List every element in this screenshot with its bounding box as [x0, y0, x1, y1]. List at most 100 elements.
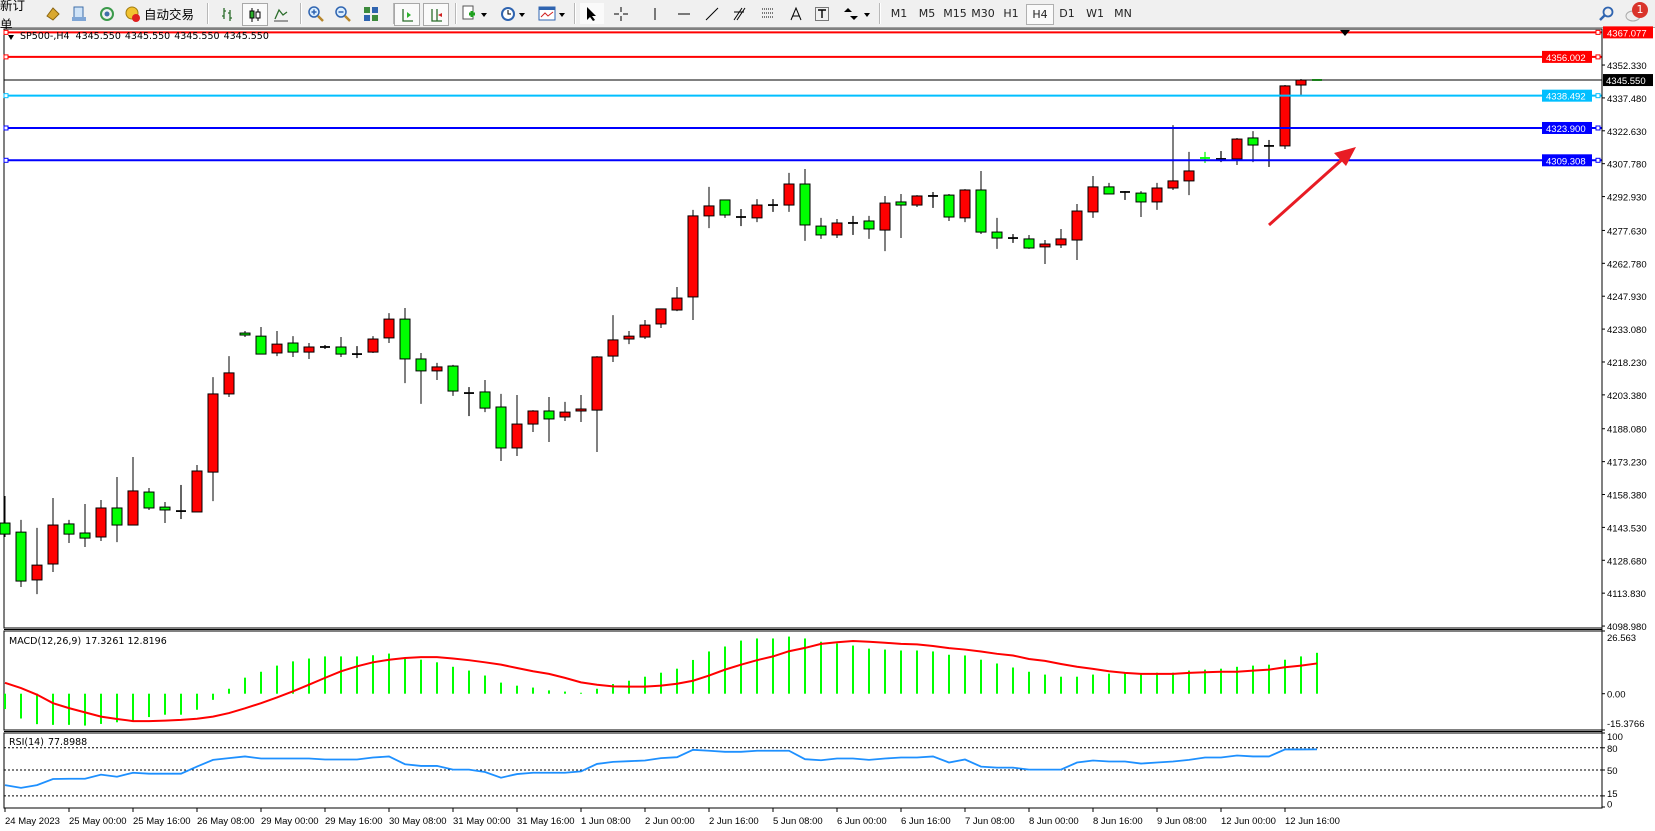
candle — [1167, 125, 1179, 190]
timeframe-w1[interactable]: W1 — [1086, 7, 1104, 20]
trend-arrow[interactable] — [1267, 147, 1356, 227]
time-axis-label: 1 Jun 08:00 — [581, 816, 631, 827]
bar-chart-button[interactable] — [216, 3, 238, 24]
timeframe-h4[interactable]: H4 — [1026, 4, 1054, 25]
level-price-tag — [1542, 154, 1592, 167]
level-price-label: 4309.308 — [1546, 156, 1586, 167]
candle-body — [79, 532, 91, 539]
timeframe-d1[interactable]: D1 — [1059, 7, 1075, 20]
level-handle[interactable] — [1595, 125, 1601, 131]
time-axis-label: 26 May 08:00 — [197, 816, 255, 827]
level-handle[interactable] — [1595, 54, 1601, 60]
fibonacci-fan-button[interactable] — [757, 3, 779, 24]
timeframe-m5[interactable]: M5 — [918, 7, 936, 20]
chart-shift-marker-icon[interactable] — [1340, 30, 1350, 36]
horizontal-line-button[interactable] — [673, 3, 695, 24]
main-chart-area[interactable] — [3, 28, 1603, 629]
macd-label: MACD(12,26,9) 17.3261 12.8196 — [9, 636, 167, 647]
rsi-area[interactable] — [3, 732, 1603, 809]
candle — [31, 527, 43, 595]
zoom-out-button[interactable] — [332, 3, 354, 24]
candle-body — [575, 408, 587, 412]
chart-shift-icon — [431, 8, 442, 22]
level-handle[interactable] — [1595, 157, 1601, 163]
timeframe-m15[interactable]: M15 — [943, 7, 967, 20]
line-chart-button[interactable] — [270, 3, 292, 24]
level-handle[interactable] — [3, 125, 9, 131]
candle — [768, 199, 778, 212]
candle-body — [975, 189, 987, 233]
time-axis-label: 9 Jun 08:00 — [1157, 816, 1207, 827]
crosshair-button[interactable] — [610, 3, 632, 24]
price-axis-label: 4128.680 — [1607, 556, 1647, 567]
candle-body — [95, 507, 107, 538]
level-handle[interactable] — [3, 54, 9, 60]
new-order-button[interactable]: 新订单 — [0, 0, 34, 32]
toolbar-separator — [574, 3, 576, 24]
templates-button[interactable] — [536, 3, 568, 24]
timeframe-mn[interactable]: MN — [1114, 7, 1132, 20]
timeframe-m30[interactable]: M30 — [971, 7, 995, 20]
cursor-button[interactable] — [580, 3, 604, 24]
level-handle[interactable] — [1595, 29, 1601, 35]
candle-body — [143, 491, 155, 509]
level-handle[interactable] — [1595, 93, 1601, 99]
signals-icon[interactable] — [96, 3, 118, 24]
candle-body — [127, 490, 139, 526]
zoom-in-button[interactable] — [305, 3, 327, 24]
candlestick-chart-button[interactable] — [242, 3, 268, 26]
arrows-button[interactable] — [840, 3, 874, 24]
candle-body — [719, 199, 731, 216]
trendline-button[interactable] — [701, 3, 723, 24]
candle — [863, 215, 875, 239]
candle — [687, 209, 699, 320]
candle — [623, 331, 635, 345]
text-button[interactable] — [785, 3, 807, 24]
candle — [271, 331, 283, 357]
candle — [575, 395, 587, 423]
tile-windows-button[interactable] — [360, 3, 382, 24]
time-axis-label: 12 Jun 00:00 — [1221, 816, 1276, 827]
candle — [703, 186, 715, 229]
level-handle[interactable] — [3, 29, 9, 35]
level-price-tag — [1542, 50, 1592, 63]
templates-icon — [538, 6, 565, 20]
candle — [928, 191, 938, 208]
candle — [1055, 228, 1067, 249]
text-label-button[interactable] — [811, 3, 833, 24]
level-handle[interactable] — [3, 93, 9, 99]
candle — [1087, 176, 1099, 218]
collapse-triangle-icon[interactable] — [8, 35, 14, 40]
periods-button[interactable] — [498, 3, 528, 24]
vertical-line-button[interactable] — [644, 3, 666, 24]
timeframe-h1[interactable]: H1 — [1003, 7, 1019, 20]
candle-body — [1167, 180, 1179, 189]
auto-scroll-button[interactable] — [394, 3, 420, 26]
price-axis-label: 4337.480 — [1607, 94, 1647, 105]
market-watch-icon[interactable] — [42, 3, 64, 24]
candle — [479, 379, 491, 413]
chart-shift-button[interactable] — [423, 3, 449, 26]
time-axis-label: 6 Jun 16:00 — [901, 816, 951, 827]
candle-body — [991, 231, 1003, 239]
candle — [352, 346, 362, 359]
toolbar-separator — [455, 3, 457, 24]
navigator-icon[interactable] — [68, 3, 90, 24]
candle-body — [1135, 192, 1147, 203]
macd-area[interactable] — [3, 630, 1603, 731]
level-handle[interactable] — [3, 157, 9, 163]
rsi-axis-label: 80 — [1607, 744, 1618, 755]
candle — [879, 195, 891, 252]
candle — [0, 496, 11, 537]
timeframe-m1[interactable]: M1 — [890, 7, 908, 20]
candle — [47, 498, 59, 572]
search-button[interactable] — [1596, 3, 1616, 24]
toolbar-separator — [207, 3, 209, 24]
candle — [1279, 85, 1291, 150]
candle-body — [655, 308, 667, 325]
fibonacci-button[interactable] — [729, 3, 751, 24]
indicators-button[interactable] — [460, 3, 490, 24]
time-axis-label: 24 May 2023 — [5, 816, 60, 827]
auto-trading-button[interactable]: 自动交易 — [124, 3, 198, 24]
